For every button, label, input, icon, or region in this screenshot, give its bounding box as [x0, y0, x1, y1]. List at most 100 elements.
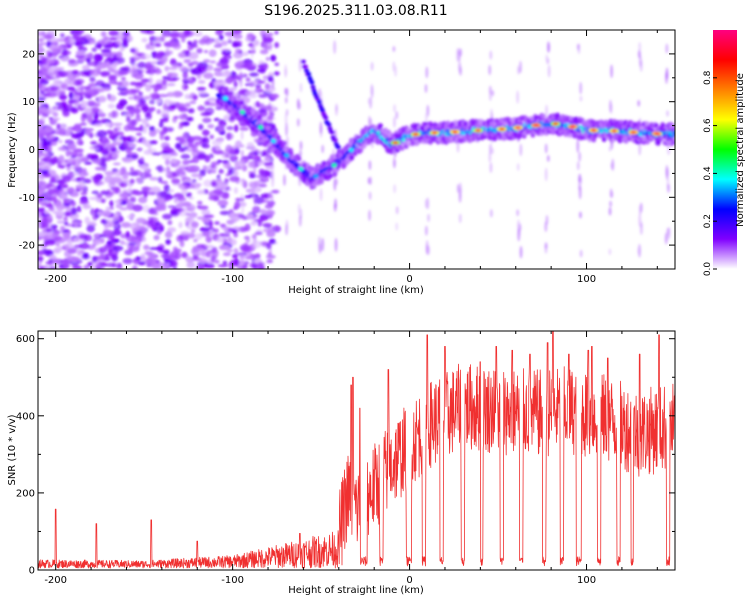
ridge-branch-blob	[316, 99, 322, 104]
noise-blob	[49, 133, 55, 140]
noise-blob	[72, 94, 81, 100]
noise-blob	[173, 115, 179, 119]
noise-blob	[40, 77, 46, 82]
noise-blob	[232, 42, 243, 48]
noise-blob	[137, 61, 147, 69]
noise-blob	[54, 67, 65, 71]
noise-blob	[38, 82, 43, 89]
noise-streak	[270, 165, 274, 176]
noise-streak	[545, 54, 549, 62]
noise-blob	[56, 123, 61, 130]
noise-blob	[201, 143, 206, 148]
noise-blob	[125, 147, 132, 155]
noise-blob	[56, 220, 66, 224]
noise-blob	[242, 245, 252, 252]
noise-blob	[156, 196, 167, 205]
noise-blob	[202, 117, 212, 124]
noise-blob	[87, 82, 98, 88]
noise-blob	[88, 220, 96, 225]
noise-blob	[67, 80, 77, 86]
noise-blob	[254, 87, 263, 94]
noise-blob	[216, 159, 223, 163]
noise-blob	[38, 151, 42, 160]
noise-blob	[239, 126, 249, 131]
noise-streak	[250, 148, 254, 159]
noise-streak	[638, 141, 642, 156]
noise-blob	[197, 205, 209, 210]
noise-blob	[118, 99, 128, 106]
ridge-peak	[452, 130, 458, 134]
noise-blob	[39, 42, 48, 46]
noise-streak	[579, 81, 583, 95]
noise-streak	[576, 161, 580, 171]
noise-blob	[157, 250, 166, 254]
x-tick-label: -200	[44, 575, 67, 586]
noise-streak	[299, 140, 303, 151]
noise-blob	[132, 107, 142, 114]
noise-blob	[242, 51, 249, 57]
noise-streak	[547, 42, 551, 53]
noise-streak	[268, 44, 272, 51]
noise-blob	[145, 257, 155, 265]
ridge-branch-blob	[320, 108, 326, 113]
noise-blob	[112, 162, 121, 166]
noise-streak	[394, 65, 398, 77]
noise-blob	[71, 265, 83, 269]
noise-blob	[161, 152, 172, 160]
noise-streak	[271, 77, 275, 89]
noise-blob	[171, 77, 180, 81]
noise-blob	[157, 176, 163, 183]
noise-blob	[128, 242, 137, 246]
noise-blob	[165, 166, 171, 174]
noise-blob	[127, 143, 137, 148]
noise-blob	[233, 257, 240, 266]
noise-blob	[177, 52, 188, 58]
noise-blob	[239, 144, 245, 148]
noise-streak	[638, 41, 642, 52]
noise-blob	[55, 242, 60, 247]
noise-blob	[48, 37, 60, 44]
noise-blob	[253, 39, 260, 47]
noise-streak	[666, 227, 670, 236]
noise-blob	[91, 190, 99, 195]
noise-blob	[99, 71, 111, 77]
spectrogram-xlabel: Height of straight line (km)	[288, 285, 424, 296]
noise-streak	[334, 178, 338, 186]
noise-blob	[82, 167, 87, 176]
noise-blob	[219, 57, 229, 65]
noise-blob	[139, 124, 144, 132]
noise-blob	[257, 64, 266, 69]
noise-blob	[140, 253, 146, 260]
noise-blob	[49, 207, 55, 212]
ridge-halo	[235, 99, 240, 106]
noise-blob	[168, 66, 178, 71]
noise-blob	[116, 51, 123, 59]
ridge-halo	[366, 139, 372, 145]
noise-blob	[82, 204, 92, 210]
noise-blob	[272, 225, 282, 233]
noise-blob	[134, 230, 143, 237]
noise-blob	[172, 90, 183, 98]
noise-blob	[69, 212, 79, 220]
noise-blob	[100, 147, 109, 156]
noise-blob	[220, 40, 228, 46]
ridge-peak	[591, 129, 597, 132]
noise-blob	[214, 145, 221, 152]
noise-blob	[132, 50, 140, 56]
noise-blob	[245, 78, 251, 82]
noise-blob	[61, 184, 69, 189]
noise-blob	[79, 70, 89, 77]
x-tick-label: -200	[44, 274, 67, 285]
noise-blob	[79, 177, 86, 181]
noise-blob	[94, 111, 100, 118]
noise-blob	[110, 147, 117, 153]
noise-streak	[517, 228, 521, 242]
noise-blob	[181, 37, 186, 43]
noise-blob	[178, 200, 185, 205]
noise-blob	[92, 176, 100, 184]
noise-blob	[58, 128, 68, 136]
noise-streak	[271, 103, 275, 114]
noise-blob	[100, 49, 112, 53]
noise-blob	[71, 70, 79, 75]
noise-blob	[122, 136, 131, 142]
